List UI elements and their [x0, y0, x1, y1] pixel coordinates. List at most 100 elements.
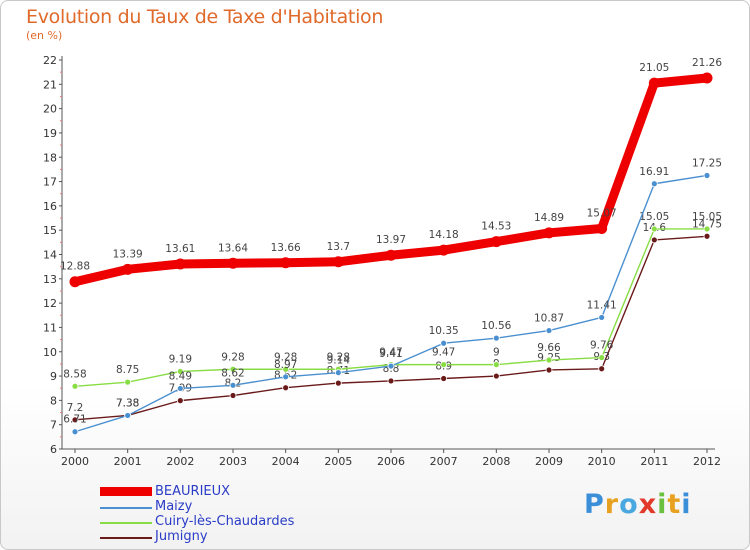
- x-tick-label: 2011: [640, 455, 668, 468]
- x-tick-label: 2002: [166, 455, 194, 468]
- y-tick-label: 20: [43, 103, 57, 116]
- data-label: 9.47: [432, 347, 455, 359]
- data-label: 8.49: [169, 370, 192, 382]
- data-point: [650, 225, 658, 233]
- data-point: [71, 416, 79, 424]
- logo-letter: x: [638, 489, 658, 520]
- data-label: 15.05: [692, 211, 722, 223]
- logo-letter: i: [657, 489, 668, 520]
- data-label: 10.35: [429, 325, 459, 337]
- data-point: [124, 412, 132, 419]
- y-tick-label: 7: [50, 419, 57, 432]
- data-point: [440, 339, 448, 347]
- data-point: [280, 257, 292, 269]
- data-label: 9.19: [169, 353, 192, 365]
- data-point: [440, 375, 448, 382]
- y-tick-label: 8: [50, 394, 57, 407]
- data-point: [703, 232, 711, 240]
- data-point: [334, 369, 342, 377]
- legend-label: Maizy: [155, 499, 193, 514]
- chart-subtitle: (en %): [26, 29, 63, 42]
- logo-letter: P: [584, 489, 605, 520]
- data-label: 14.89: [534, 212, 564, 224]
- y-tick-label: 22: [43, 54, 57, 67]
- x-tick-label: 2000: [61, 455, 89, 468]
- data-point: [703, 172, 711, 179]
- y-tick-label: 16: [43, 200, 57, 213]
- data-point: [387, 362, 395, 370]
- data-point: [334, 379, 342, 387]
- data-label: 13.39: [113, 248, 143, 260]
- data-point: [176, 397, 184, 405]
- data-point: [387, 377, 395, 385]
- data-label: 10.56: [481, 320, 511, 332]
- legend-label: BEAURIEUX: [155, 484, 231, 499]
- data-label: 12.88: [60, 261, 90, 273]
- data-point: [650, 236, 658, 244]
- data-label: 6.71: [63, 414, 86, 426]
- data-point: [490, 236, 502, 248]
- x-tick-label: 2010: [588, 455, 616, 468]
- data-label: 9.28: [274, 351, 297, 363]
- data-point: [174, 258, 186, 270]
- y-tick-label: 14: [43, 249, 57, 262]
- y-tick-label: 18: [43, 151, 57, 164]
- data-point: [492, 361, 500, 369]
- data-label: 13.61: [165, 243, 195, 255]
- data-point: [492, 334, 500, 342]
- data-point: [543, 227, 555, 239]
- data-label: 21.05: [639, 62, 669, 74]
- legend-label: Jumigny: [155, 529, 208, 544]
- data-label: 9.66: [537, 342, 561, 354]
- data-label: 15.05: [639, 211, 669, 223]
- data-point: [176, 368, 184, 375]
- data-label: 17.25: [692, 157, 722, 169]
- data-point: [282, 384, 290, 392]
- x-tick-label: 2006: [377, 455, 405, 468]
- data-label: 14.18: [429, 229, 459, 241]
- data-point: [545, 356, 553, 364]
- data-label: 13.7: [327, 241, 350, 253]
- data-label: 8.62: [221, 367, 244, 379]
- y-tick-label: 21: [43, 78, 57, 91]
- data-point: [440, 361, 448, 369]
- data-point: [438, 244, 450, 256]
- data-label: 15.07: [587, 207, 617, 219]
- data-label: 16.91: [639, 166, 669, 178]
- chart-title: Evolution du Taux de Taxe d'Habitation: [26, 6, 384, 28]
- data-label: 8.75: [116, 364, 139, 376]
- y-tick-label: 11: [43, 321, 57, 334]
- data-point: [227, 257, 239, 269]
- data-label: 14.75: [692, 218, 722, 230]
- data-point: [69, 276, 81, 288]
- data-label: 14.53: [481, 221, 511, 233]
- y-tick-label: 19: [43, 127, 57, 140]
- data-point: [545, 366, 553, 374]
- data-point: [385, 249, 397, 261]
- data-point: [282, 373, 290, 381]
- data-point: [124, 378, 132, 386]
- legend-swatch-maizy: [100, 507, 152, 509]
- logo-letter: t: [667, 489, 682, 520]
- data-label: 11.41: [587, 299, 617, 311]
- data-point: [492, 372, 500, 380]
- legend-label: Cuiry-lès-Chaudardes: [155, 514, 295, 529]
- data-point: [598, 314, 606, 321]
- data-label: 7.38: [116, 397, 139, 409]
- y-tick-label: 12: [43, 297, 57, 310]
- data-point: [332, 256, 344, 268]
- data-label: 9.41: [379, 348, 402, 360]
- legend-swatch-cuiry: [100, 522, 152, 524]
- x-tick-label: 2009: [535, 455, 563, 468]
- legend-swatch-beaurieux: [100, 487, 152, 496]
- data-label: 9.28: [221, 351, 244, 363]
- y-tick-label: 13: [43, 273, 57, 286]
- data-point: [650, 180, 658, 188]
- x-tick-label: 2012: [693, 455, 721, 468]
- x-tick-label: 2005: [324, 455, 352, 468]
- x-tick-label: 2001: [114, 455, 142, 468]
- data-label: 8.58: [63, 368, 86, 380]
- data-point: [176, 385, 184, 392]
